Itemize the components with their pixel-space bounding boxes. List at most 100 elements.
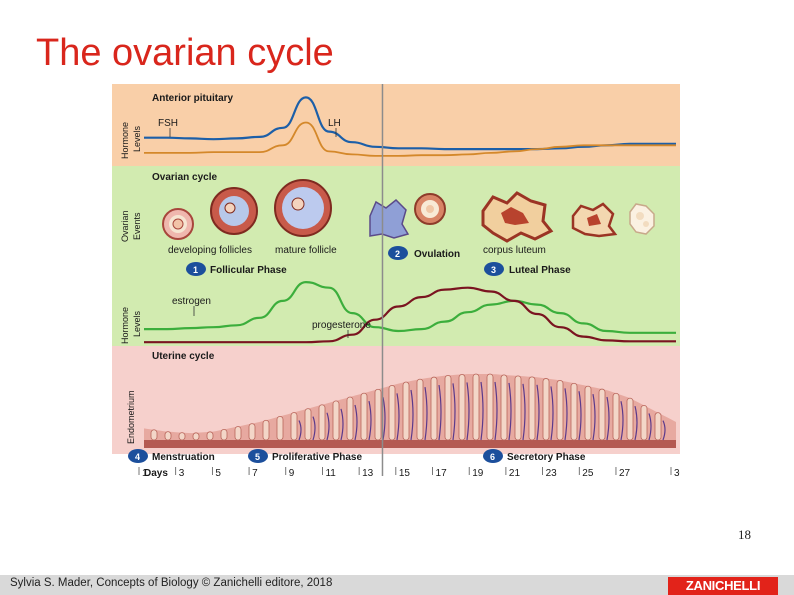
endometrial-gland bbox=[318, 404, 326, 441]
endometrial-gland bbox=[542, 378, 550, 441]
endometrial-gland bbox=[234, 426, 242, 441]
day-tick-label: 9 bbox=[289, 468, 295, 479]
endometrial-gland bbox=[220, 428, 228, 441]
spiral-artery bbox=[354, 404, 358, 441]
spiral-artery bbox=[564, 388, 568, 441]
footer-credit: Sylvia S. Mader, Concepts of Biology © Z… bbox=[10, 577, 333, 589]
endometrial-gland bbox=[626, 397, 634, 441]
endometrial-gland bbox=[570, 382, 578, 441]
hormone-axis-label-2: Levels bbox=[132, 310, 142, 337]
phase-badge-4: 4 bbox=[128, 449, 148, 463]
spiral-artery bbox=[550, 386, 554, 441]
corpus-luteum-medium-icon bbox=[571, 202, 618, 238]
spiral-artery bbox=[340, 408, 344, 441]
day-tick-label: 7 bbox=[252, 468, 258, 479]
day-tick-label: 1 bbox=[142, 468, 148, 479]
phase-5-label: Proliferative Phase bbox=[272, 452, 362, 463]
endometrial-gland bbox=[360, 392, 368, 441]
mature-follicle-label: mature follicle bbox=[275, 245, 337, 256]
pituitary-axis-label-2: Levels bbox=[132, 125, 142, 152]
estrogen-label: estrogen bbox=[172, 296, 211, 307]
page-number: 18 bbox=[738, 527, 751, 542]
spiral-artery bbox=[410, 389, 414, 441]
phase-2-label: Ovulation bbox=[414, 249, 460, 260]
phase-badge-3: 3 bbox=[484, 262, 504, 276]
released-oocyte-icon bbox=[414, 193, 446, 225]
spiral-artery bbox=[522, 383, 526, 441]
spiral-artery bbox=[606, 396, 610, 441]
endometrial-gland bbox=[612, 392, 620, 441]
spiral-artery bbox=[298, 420, 302, 441]
day-tick-label: 21 bbox=[509, 468, 521, 479]
endometrial-gland bbox=[206, 431, 214, 441]
spiral-artery bbox=[536, 384, 540, 441]
endometrial-gland bbox=[262, 419, 270, 441]
endometrial-gland bbox=[346, 396, 354, 441]
endometrial-gland bbox=[276, 415, 284, 441]
endometrial-gland bbox=[528, 376, 536, 441]
days-axis-label: Days bbox=[144, 468, 168, 479]
lh-label: LH bbox=[328, 118, 341, 129]
endometrial-gland bbox=[598, 388, 606, 441]
endometrial-gland bbox=[556, 379, 564, 441]
endometrial-gland bbox=[444, 374, 452, 441]
endometrial-gland bbox=[472, 373, 480, 441]
spiral-artery bbox=[424, 387, 428, 441]
corpus-albicans-icon bbox=[629, 203, 655, 235]
endometrial-gland bbox=[458, 374, 466, 441]
spiral-artery bbox=[508, 382, 512, 441]
endometrial-gland bbox=[486, 373, 494, 441]
spiral-artery bbox=[382, 397, 386, 441]
uterine-cycle-heading: Uterine cycle bbox=[152, 351, 215, 362]
day-tick-label: 27 bbox=[619, 468, 631, 479]
fsh-label: FSH bbox=[158, 118, 178, 129]
endometrial-gland bbox=[248, 423, 256, 441]
day-tick-label: 30 bbox=[674, 468, 680, 479]
hormone-axis-label-1: Hormone bbox=[120, 307, 130, 344]
endometrial-gland bbox=[640, 404, 648, 441]
endometrium-base-layer bbox=[144, 440, 676, 448]
spiral-artery bbox=[578, 391, 582, 441]
days-axis-ticks: 1357911131517192123252730 bbox=[138, 467, 680, 479]
phase-3-label: Luteal Phase bbox=[509, 265, 571, 276]
spiral-artery bbox=[466, 382, 470, 441]
zanichelli-logo: ZANICHELLI bbox=[668, 577, 778, 595]
lh-curve bbox=[144, 121, 676, 157]
footer-bar bbox=[0, 575, 794, 595]
phase-4-label: Menstruation bbox=[152, 452, 215, 463]
spiral-artery bbox=[396, 393, 400, 441]
follicle-stage-3-icon bbox=[274, 179, 332, 237]
endometrial-gland bbox=[654, 412, 662, 441]
phase-4-number: 4 bbox=[135, 452, 140, 462]
phase-1-number: 1 bbox=[193, 265, 198, 275]
endometrial-gland bbox=[290, 412, 298, 441]
endometrial-gland bbox=[514, 375, 522, 441]
estrogen-curve bbox=[144, 280, 676, 334]
ruptured-follicle-icon bbox=[369, 198, 410, 239]
phase-6-label: Secretory Phase bbox=[507, 452, 586, 463]
spiral-artery bbox=[368, 401, 372, 441]
endometrial-gland bbox=[584, 385, 592, 441]
endometrial-gland bbox=[178, 432, 186, 441]
spiral-artery bbox=[648, 413, 652, 441]
spiral-artery bbox=[620, 401, 624, 441]
endometrial-gland bbox=[416, 378, 424, 441]
slide-title: The ovarian cycle bbox=[36, 32, 334, 74]
day-tick-label: 23 bbox=[546, 468, 558, 479]
developing-follicles-label: developing follicles bbox=[168, 245, 252, 256]
spiral-artery bbox=[438, 384, 442, 441]
phase-2-number: 2 bbox=[395, 249, 400, 259]
endometrial-gland bbox=[332, 400, 340, 441]
ovarian-cycle-heading: Ovarian cycle bbox=[152, 172, 217, 183]
spiral-artery bbox=[662, 420, 666, 441]
phase-badge-1: 1 bbox=[186, 262, 206, 276]
day-tick-label: 17 bbox=[436, 468, 448, 479]
endometrial-gland bbox=[150, 429, 158, 441]
endometrium-axis-label: Endometrium bbox=[126, 390, 136, 444]
spiral-artery bbox=[494, 381, 498, 441]
endometrial-gland bbox=[388, 384, 396, 441]
phase-badge-5: 5 bbox=[248, 449, 268, 463]
progesterone-curve bbox=[144, 286, 677, 344]
spiral-artery bbox=[480, 381, 484, 441]
endometrial-gland bbox=[402, 381, 410, 441]
